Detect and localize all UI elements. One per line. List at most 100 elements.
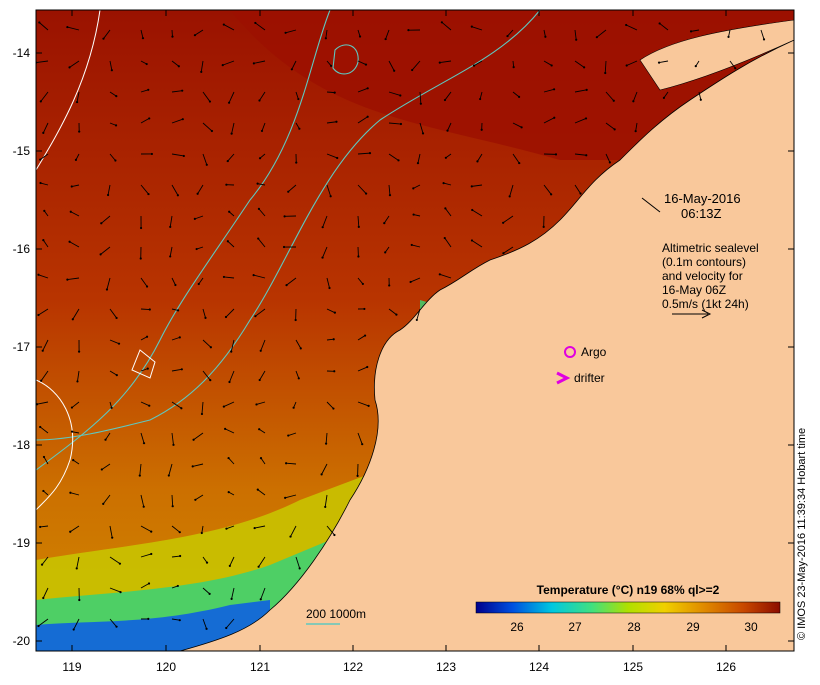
- velocity-arrow-head: [359, 35, 361, 37]
- lon-tick-label: 125: [613, 660, 653, 674]
- velocity-arrow-head: [256, 183, 258, 185]
- lon-tick-label: 126: [706, 660, 746, 674]
- velocity-arrow-head: [169, 226, 171, 228]
- velocity-arrow-head: [586, 89, 588, 91]
- velocity-arrow-head: [444, 207, 446, 209]
- velocity-arrow-head: [358, 226, 360, 228]
- velocity-arrow-head: [119, 591, 121, 593]
- velocity-arrow-head: [71, 431, 73, 433]
- velocity-arrow-head: [198, 283, 200, 285]
- velocity-arrow-head: [69, 531, 71, 533]
- velocity-arrow-head: [181, 90, 183, 92]
- velocity-arrow-head: [659, 22, 661, 24]
- velocity-arrow-head: [140, 227, 142, 229]
- lat-tick-label: -19: [4, 536, 30, 550]
- velocity-arrow-head: [471, 239, 473, 241]
- velocity-arrow-head: [261, 130, 263, 132]
- velocity-arrow-head: [416, 319, 418, 321]
- velocity-arrow-head: [206, 164, 208, 166]
- velocity-arrow-head: [335, 121, 337, 123]
- velocity-arrow-head: [72, 318, 74, 320]
- velocity-arrow-head: [253, 62, 255, 64]
- altimetry-line: 0.5m/s (1kt 24h): [662, 297, 749, 311]
- velocity-arrow-head: [177, 309, 179, 311]
- velocity-arrow-head: [254, 22, 256, 24]
- velocity-arrow-head: [227, 240, 229, 242]
- velocity-arrow-head: [575, 39, 577, 41]
- velocity-arrow-head: [40, 100, 42, 102]
- velocity-arrow-head: [172, 505, 174, 507]
- velocity-arrow-head: [411, 244, 413, 246]
- velocity-arrow-head: [227, 160, 229, 162]
- velocity-arrow-head: [366, 366, 368, 368]
- velocity-arrow-head: [118, 343, 120, 345]
- velocity-arrow-head: [225, 528, 227, 530]
- velocity-arrow-head: [422, 132, 424, 134]
- velocity-arrow-head: [287, 434, 289, 436]
- velocity-arrow-head: [260, 598, 262, 600]
- velocity-arrow-head: [442, 182, 444, 184]
- velocity-arrow-head: [76, 101, 78, 103]
- velocity-arrow-head: [143, 506, 145, 508]
- velocity-arrow-head: [75, 159, 77, 161]
- velocity-arrow-head: [171, 36, 173, 38]
- velocity-arrow-head: [625, 24, 627, 26]
- velocity-arrow-head: [70, 211, 72, 213]
- velocity-arrow-head: [604, 72, 606, 74]
- velocity-arrow-head: [39, 426, 41, 428]
- velocity-arrow-head: [197, 193, 199, 195]
- lat-tick-label: -20: [4, 634, 30, 648]
- velocity-arrow-head: [172, 444, 174, 446]
- velocity-arrow-head: [228, 381, 230, 383]
- velocity-arrow-head: [228, 211, 230, 213]
- velocity-arrow-head: [356, 475, 358, 477]
- velocity-arrow-head: [330, 195, 332, 197]
- velocity-arrow-head: [321, 473, 323, 475]
- velocity-arrow-head: [369, 152, 371, 154]
- velocity-arrow-head: [66, 26, 68, 28]
- velocity-arrow-head: [143, 442, 145, 444]
- velocity-arrow-head: [115, 124, 117, 126]
- velocity-arrow-head: [334, 312, 336, 314]
- velocity-arrow-head: [439, 61, 441, 63]
- velocity-arrow-head: [78, 350, 80, 352]
- lon-tick-label: 123: [426, 660, 466, 674]
- velocity-arrow-head: [444, 237, 446, 239]
- velocity-arrow-head: [180, 407, 182, 409]
- velocity-arrow-head: [471, 26, 473, 28]
- velocity-arrow-head: [362, 283, 364, 285]
- velocity-arrow-head: [43, 456, 45, 458]
- velocity-arrow-head: [365, 63, 367, 65]
- velocity-arrow-head: [211, 130, 213, 132]
- velocity-arrow-head: [367, 116, 369, 118]
- timestamp-date: 16-May-2016: [664, 192, 741, 206]
- velocity-arrow-head: [550, 193, 552, 195]
- velocity-arrow-head: [223, 276, 225, 278]
- velocity-arrow-head: [174, 284, 176, 286]
- velocity-arrow-head: [293, 407, 295, 409]
- map-plot-area: [35, 10, 794, 651]
- velocity-arrow-head: [585, 154, 587, 156]
- velocity-arrow-head: [553, 117, 555, 119]
- velocity-arrow-head: [76, 380, 78, 382]
- velocity-arrow-head: [72, 459, 74, 461]
- velocity-arrow-head: [179, 531, 181, 533]
- velocity-arrow-head: [695, 65, 697, 67]
- velocity-arrow-head: [201, 532, 203, 534]
- velocity-arrow-head: [412, 187, 414, 189]
- velocity-arrow-head: [169, 255, 171, 257]
- timestamp-time: 06:13Z: [681, 207, 721, 221]
- velocity-arrow-head: [66, 278, 68, 280]
- velocity-arrow-head: [149, 308, 151, 310]
- scale-label: 200 1000m: [306, 607, 366, 621]
- velocity-arrow-head: [258, 99, 260, 101]
- velocity-arrow-head: [257, 237, 259, 239]
- velocity-arrow-head: [177, 194, 179, 196]
- velocity-arrow-head: [658, 62, 660, 64]
- velocity-arrow-head: [102, 38, 104, 40]
- velocity-arrow-head: [365, 192, 367, 194]
- velocity-arrow-head: [115, 317, 117, 319]
- velocity-arrow-head: [178, 65, 180, 67]
